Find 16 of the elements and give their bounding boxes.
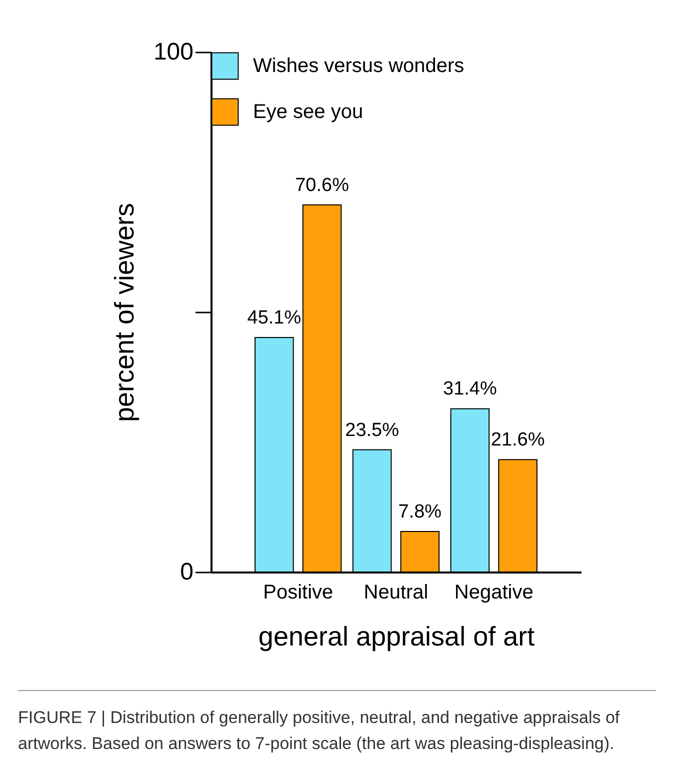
x-tick-label: Positive <box>263 582 334 604</box>
data-label: 21.6% <box>490 430 545 451</box>
data-label: 7.8% <box>398 501 442 522</box>
x-tick-label: Neutral <box>364 582 428 604</box>
legend-label: Wishes versus wonders <box>253 55 464 77</box>
caption: FIGURE 7 | Distribution of generally positive, neutral, and negative appraisals of artworks. Based on answers to 7-point scale (the art was pleasing-displeasing). <box>18 707 621 755</box>
data-label: 31.4% <box>443 378 497 400</box>
data-label: 70.6% <box>295 174 350 196</box>
data-label: 23.5% <box>345 420 400 441</box>
data-label: 45.1% <box>247 307 302 328</box>
y-tick-label: 100 <box>153 38 194 66</box>
y-axis-title: percent of viewers <box>109 202 140 422</box>
legend-label: Eye see you <box>253 101 364 123</box>
x-tick-label: Negative <box>454 582 534 604</box>
y-tick-label: 0 <box>180 558 194 586</box>
x-axis-title: general appraisal of art <box>258 622 536 652</box>
